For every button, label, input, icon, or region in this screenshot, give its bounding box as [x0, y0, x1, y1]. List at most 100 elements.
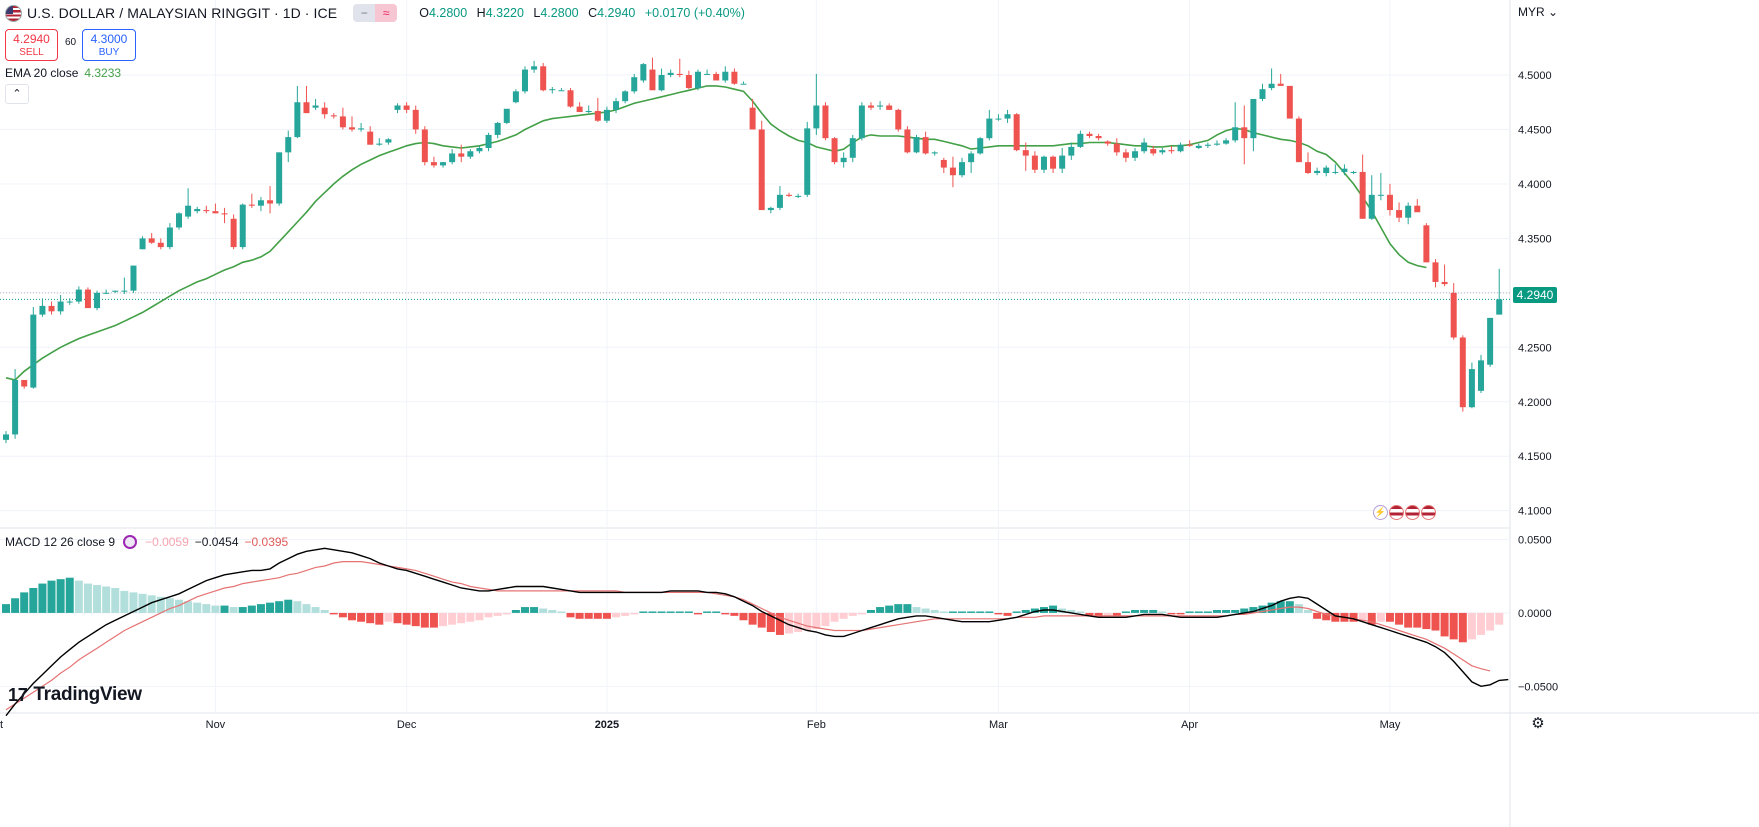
- minus-icon[interactable]: −: [353, 4, 376, 22]
- candle: [694, 69, 701, 91]
- candle: [1314, 167, 1321, 176]
- event-markers[interactable]: ⚡: [1373, 505, 1437, 520]
- compare-toggle[interactable]: − ≈: [353, 4, 398, 22]
- candle-body: [212, 211, 219, 214]
- symbol-title[interactable]: U.S. DOLLAR / MALAYSIAN RINGGIT · 1D · I…: [27, 5, 338, 21]
- currency-selector[interactable]: MYR ⌄: [1518, 5, 1559, 19]
- macd-histogram-bar: [1240, 608, 1249, 613]
- macd-histogram-bar: [1413, 612, 1422, 628]
- approx-icon[interactable]: ≈: [375, 4, 398, 22]
- spread-value: 60: [65, 37, 77, 48]
- candle: [521, 66, 528, 94]
- macd-histogram-bar: [921, 608, 930, 613]
- macd-histogram-bar: [539, 608, 548, 613]
- macd-histogram-bar: [229, 607, 238, 613]
- candle-body: [130, 265, 137, 291]
- tradingview-logo[interactable]: 17 TradingView: [8, 684, 142, 706]
- candle: [1259, 83, 1266, 102]
- candle-body: [749, 107, 756, 130]
- candle: [622, 90, 629, 104]
- candle: [1478, 354, 1485, 394]
- candle-body: [30, 314, 37, 388]
- candle-body: [1259, 89, 1266, 99]
- macd-histogram-bar: [794, 612, 803, 633]
- sell-button[interactable]: 4.2940 SELL: [5, 29, 58, 61]
- candle-body: [1468, 369, 1475, 408]
- candle: [1113, 138, 1120, 156]
- macd-histogram-bar: [584, 612, 593, 619]
- ema-legend[interactable]: EMA 20 close 4.3233: [5, 66, 121, 80]
- candle-body: [1332, 171, 1339, 173]
- macd-histogram-bar: [839, 612, 848, 619]
- candle: [1204, 142, 1211, 148]
- price-tick-label: 4.4500: [1518, 124, 1552, 136]
- candle-body: [1368, 194, 1375, 219]
- macd-histogram-bar: [238, 607, 247, 613]
- candle-body: [667, 72, 674, 76]
- candle-body: [303, 102, 310, 114]
- candle-body: [576, 106, 583, 113]
- candle: [1122, 149, 1129, 163]
- us-event-icon[interactable]: [1389, 505, 1404, 520]
- macd-histogram-bar: [1467, 612, 1476, 640]
- us-event-icon[interactable]: [1405, 505, 1420, 520]
- flash-event-icon[interactable]: ⚡: [1373, 505, 1388, 520]
- candle-body: [704, 73, 711, 75]
- candle-body: [1059, 155, 1066, 169]
- candle-body: [786, 194, 793, 196]
- candle: [449, 149, 456, 165]
- macd-histogram-bar: [93, 585, 102, 613]
- candle-body: [822, 105, 829, 139]
- candle-body: [895, 109, 902, 130]
- us-event-icon[interactable]: [1421, 505, 1436, 520]
- macd-histogram-bar: [20, 592, 29, 613]
- macd-histogram-bar: [602, 612, 611, 619]
- macd-hist-value: −0.0059: [145, 535, 189, 549]
- candle: [1441, 264, 1448, 287]
- indicator-settings-icon[interactable]: [123, 535, 138, 549]
- candle-body: [1132, 151, 1139, 158]
- candle: [968, 151, 975, 174]
- candle: [1305, 152, 1312, 175]
- time-tick-label: Mar: [989, 719, 1008, 731]
- candle-body: [494, 122, 501, 135]
- candle-body: [75, 289, 82, 302]
- candle: [585, 105, 592, 114]
- macd-histogram-bar: [693, 612, 702, 615]
- candle-body: [430, 162, 437, 166]
- candle: [740, 81, 747, 85]
- candle: [1040, 155, 1047, 174]
- candle: [294, 85, 301, 139]
- candle-body: [1405, 205, 1412, 218]
- macd-legend[interactable]: MACD 12 26 close 9 −0.0059 −0.0454 −0.03…: [5, 535, 288, 549]
- candle-body: [1250, 98, 1257, 139]
- collapse-legend-button[interactable]: ⌃: [5, 84, 29, 104]
- candle-body: [1168, 150, 1175, 152]
- macd-histogram-bar: [639, 611, 648, 613]
- candle-body: [694, 71, 701, 89]
- candle: [1177, 142, 1184, 153]
- candle: [731, 68, 738, 85]
- macd-histogram-bar: [1376, 612, 1385, 622]
- gear-icon[interactable]: ⚙: [1531, 715, 1545, 732]
- buy-button[interactable]: 4.3000 BUY: [82, 29, 136, 61]
- candle-body: [512, 91, 519, 103]
- candle-body: [613, 101, 620, 110]
- candle-body: [376, 143, 383, 145]
- candle-body: [276, 152, 283, 204]
- high-label: H: [476, 6, 486, 20]
- macd-tick-label: 0.0500: [1518, 535, 1552, 547]
- candle-body: [685, 75, 692, 89]
- candle: [130, 265, 137, 293]
- macd-histogram-bar: [220, 605, 229, 613]
- candle-body: [1031, 155, 1038, 170]
- candle: [185, 188, 192, 219]
- candle-body: [185, 205, 192, 217]
- candle-body: [813, 105, 820, 129]
- candle: [1150, 145, 1157, 156]
- candle-body: [676, 73, 683, 76]
- candle: [194, 206, 201, 214]
- tradingview-mark-icon: 17: [8, 684, 28, 705]
- macd-histogram-bar: [439, 612, 448, 627]
